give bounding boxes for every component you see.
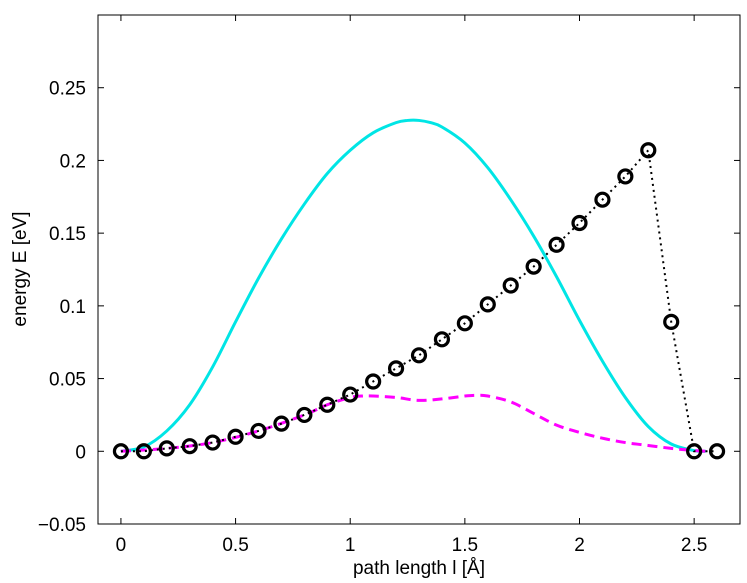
image-point-marker bbox=[296, 406, 313, 424]
image-point-marker bbox=[663, 313, 680, 330]
image-point-marker bbox=[708, 443, 726, 460]
y-tick-label: 0.15 bbox=[49, 224, 86, 245]
image-point-marker bbox=[456, 315, 473, 332]
cyan-series-layer bbox=[120, 118, 706, 453]
image-point-marker bbox=[342, 386, 359, 403]
x-tick-label: 2.5 bbox=[681, 535, 707, 556]
y-axis-label: energy E [eV] bbox=[10, 211, 31, 326]
image-point-marker bbox=[387, 360, 405, 377]
image-point-marker bbox=[158, 440, 175, 457]
x-tick-label: 1.5 bbox=[452, 535, 478, 556]
magenta-series-layer bbox=[120, 393, 706, 453]
y-tick-label: 0.1 bbox=[60, 297, 86, 318]
image-point-marker bbox=[525, 258, 542, 275]
image-point-marker bbox=[571, 214, 588, 232]
image-point-marker bbox=[135, 443, 152, 460]
axis-ticks: 0 0.5 1 1.5 2 2.5 −0.05 0 0.05 0.1 0.15 0.2 0.25 bbox=[38, 15, 740, 556]
y-tick-label: −0.05 bbox=[38, 515, 86, 536]
image-point-marker bbox=[640, 142, 657, 159]
y-tick-label: 0.05 bbox=[49, 370, 86, 391]
cyan-curve-line bbox=[120, 118, 706, 453]
x-axis-label: path length l [Å] bbox=[353, 558, 485, 579]
image-point-marker bbox=[319, 396, 336, 413]
magenta-curve-line bbox=[120, 393, 706, 453]
image-point-marker bbox=[594, 191, 611, 208]
image-point-marker bbox=[686, 443, 703, 460]
x-tick-label: 1 bbox=[345, 535, 356, 556]
y-tick-label: 0 bbox=[75, 442, 86, 463]
image-point-marker bbox=[250, 422, 267, 440]
image-point-marker bbox=[548, 236, 565, 253]
plot-area bbox=[97, 14, 741, 525]
image-point-marker bbox=[181, 438, 198, 455]
image-point-marker bbox=[112, 443, 130, 460]
image-point-marker bbox=[365, 373, 382, 390]
x-tick-label: 0.5 bbox=[222, 535, 248, 556]
image-point-marker bbox=[479, 296, 496, 313]
image-point-marker bbox=[433, 331, 451, 348]
x-tick-label: 2 bbox=[574, 535, 585, 556]
image-point-marker bbox=[410, 347, 428, 364]
x-tick-label: 0 bbox=[116, 535, 127, 556]
y-tick-label: 0.2 bbox=[60, 151, 86, 172]
image-point-marker bbox=[227, 428, 244, 445]
y-tick-label: 0.25 bbox=[49, 79, 86, 100]
image-point-marker bbox=[204, 434, 221, 451]
image-point-marker bbox=[617, 168, 634, 185]
image-point-marker bbox=[502, 277, 519, 294]
image-point-marker bbox=[273, 415, 290, 432]
black-series-layer bbox=[112, 142, 726, 460]
